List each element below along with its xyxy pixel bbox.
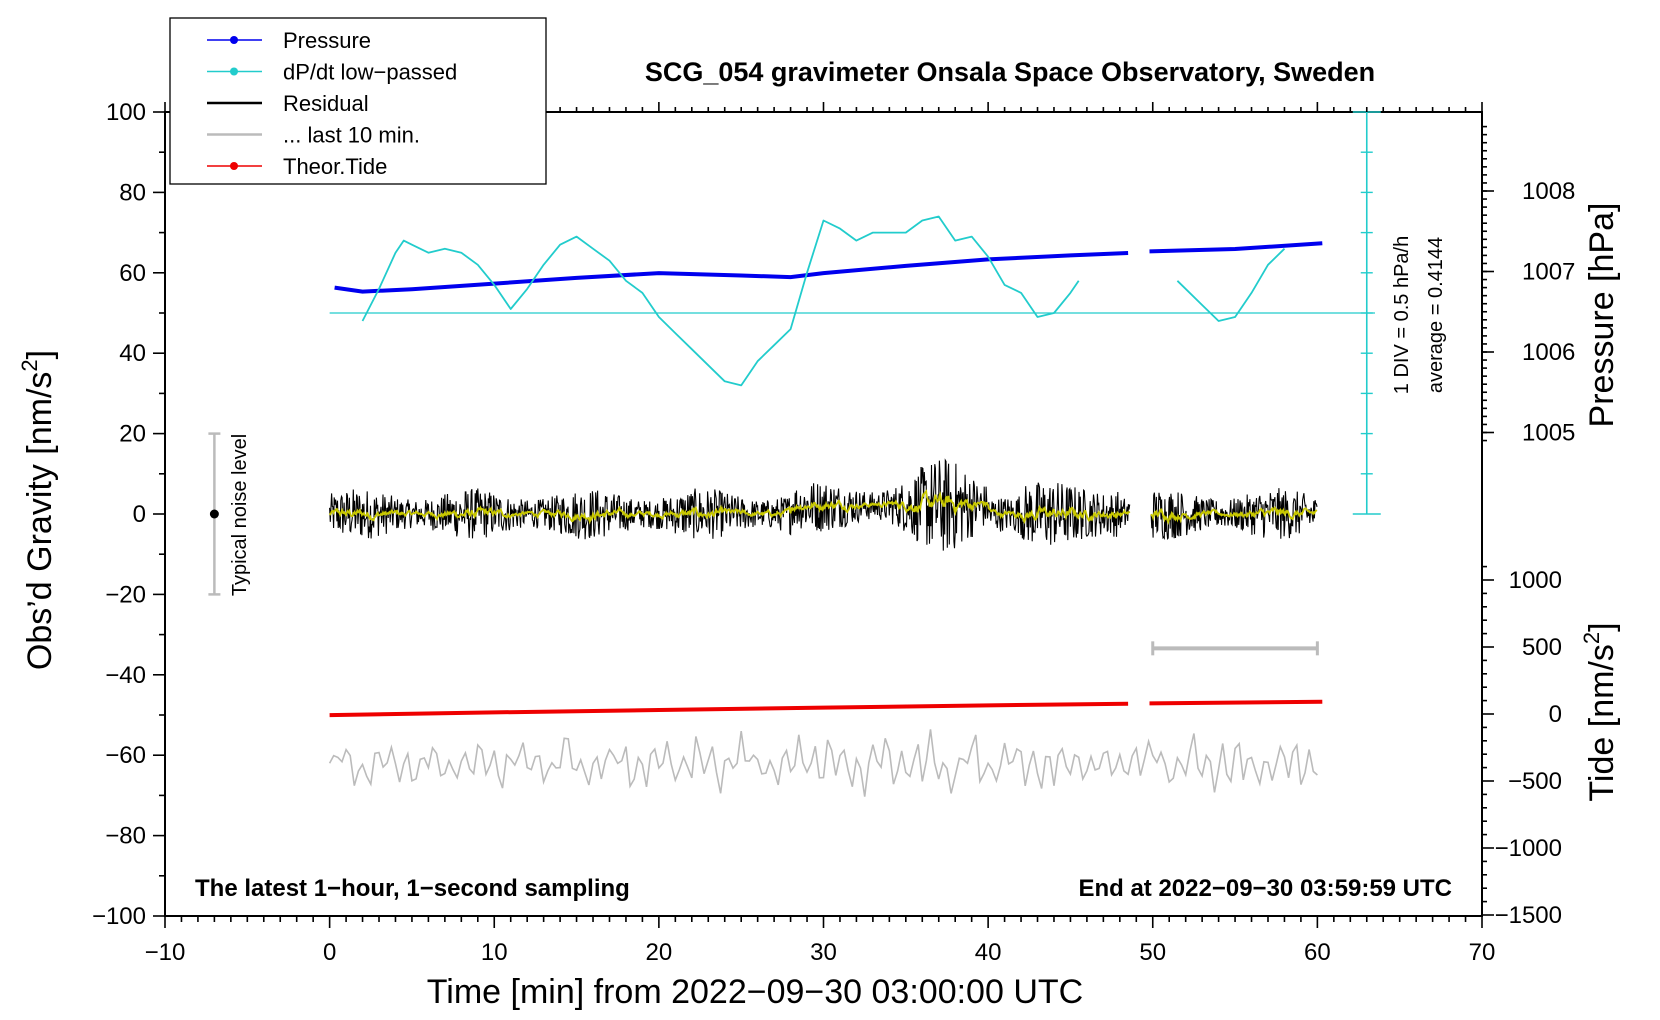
y-tick-label: 0 (133, 501, 146, 528)
legend-label: Pressure (283, 28, 371, 53)
legend-label: Residual (283, 91, 369, 116)
annotation-latest-hour: The latest 1−hour, 1−second sampling (195, 875, 630, 902)
left-axis-label-sup: 2 (17, 359, 42, 371)
residual-series (328, 458, 1318, 551)
tide-line (329, 701, 1129, 718)
residual-lowpass-line (328, 489, 1131, 525)
x-tick-label: 10 (481, 939, 508, 966)
x-axis-ticks: −10 0 10 20 30 40 50 60 70 (145, 102, 1496, 966)
x-tick-label: 40 (975, 939, 1002, 966)
legend-box (169, 17, 547, 185)
dpdt-average-label: average = 0.4144 (1425, 237, 1447, 393)
tide-axis-ticks: −1500 −1000 −500 0 500 1000 (1482, 565, 1562, 929)
x-tick-label: −10 (145, 939, 186, 966)
x-axis-label: Time [min] from 2022−09−30 03:00:00 UTC (427, 973, 1083, 1011)
tide-tick-label: 1000 (1509, 567, 1562, 594)
theor-tide-series (329, 699, 1323, 718)
noise-level-label: Typical noise level (229, 434, 251, 596)
last-10-min-line (328, 729, 1318, 797)
x-tick-label: 30 (810, 939, 837, 966)
pressure-series (334, 241, 1323, 294)
x-tick-label: 70 (1469, 939, 1496, 966)
legend: Pressure dP/dt low−passed Residual ... last… (169, 17, 547, 185)
y-tick-label: 100 (106, 99, 146, 126)
left-axis-label-close: ] (21, 350, 59, 359)
left-axis-ticks: −100 −80 −60 −40 −20 0 20 40 60 80 100 (92, 99, 165, 930)
y-tick-label: 40 (119, 340, 146, 367)
tide-tick-label: −500 (1508, 768, 1562, 795)
tide-axis-label: Tide [nm/s2] (1579, 622, 1621, 801)
tide-tick-label: 500 (1522, 634, 1562, 661)
tide-axis-label-close: ] (1583, 622, 1621, 631)
noise-level-bar (208, 432, 221, 596)
left-axis-label-text: Obs’d Gravity [nm/s (21, 372, 59, 671)
legend-marker (230, 67, 238, 76)
pressure-axis-ticks: 1005 1006 1007 1008 (1482, 125, 1575, 447)
tide-tick-label: 0 (1549, 701, 1562, 728)
last-10-min-series (328, 729, 1318, 797)
residual-line (1150, 488, 1318, 541)
tide-tick-label: −1500 (1495, 902, 1562, 929)
dpdt-series (329, 215, 1375, 387)
pressure-tick-label: 1007 (1522, 259, 1575, 286)
legend-marker (230, 162, 238, 170)
legend-marker (230, 36, 238, 44)
dpdt-line (1176, 248, 1286, 322)
legend-label: dP/dt low−passed (283, 60, 457, 85)
y-tick-label: −100 (92, 903, 146, 930)
pressure-tick-label: 1005 (1522, 420, 1575, 447)
dpdt-scale-bar (1352, 111, 1381, 515)
x-tick-label: 50 (1139, 939, 1166, 966)
tide-axis-label-sup: 2 (1579, 632, 1604, 644)
legend-label: Theor.Tide (283, 154, 387, 179)
tide-axis-label-text: Tide [nm/s (1583, 644, 1621, 801)
pressure-tick-label: 1008 (1522, 178, 1575, 205)
tide-tick-label: −1000 (1495, 835, 1562, 862)
y-tick-label: 20 (119, 421, 146, 448)
pressure-line (1149, 241, 1323, 254)
noise-center-dot (209, 509, 219, 519)
dpdt-scale-label: 1 DIV = 0.5 hPa/h (1391, 236, 1413, 394)
x-tick-label: 60 (1304, 939, 1331, 966)
legend-label: ... last 10 min. (283, 123, 420, 148)
y-tick-label: −40 (105, 662, 146, 689)
pressure-line (334, 251, 1129, 294)
residual-line (329, 458, 1131, 551)
tide-line (1149, 699, 1323, 706)
x-tick-label: 20 (646, 939, 673, 966)
annotation-end-time: End at 2022−09−30 03:59:59 UTC (1078, 875, 1452, 902)
y-tick-label: −60 (105, 742, 146, 769)
dpdt-line (361, 215, 1080, 387)
pressure-axis-label: Pressure [hPa] (1583, 203, 1621, 428)
y-tick-label: 80 (119, 179, 146, 206)
y-tick-label: −80 (105, 823, 146, 850)
y-tick-label: 60 (119, 260, 146, 287)
chart-title: SCG_054 gravimeter Onsala Space Observat… (645, 57, 1375, 87)
left-axis-label: Obs’d Gravity [nm/s2] (17, 350, 59, 670)
residual-lowpass-line (1150, 505, 1318, 525)
last-10-min-bracket (1151, 641, 1319, 656)
pressure-tick-label: 1006 (1522, 339, 1575, 366)
y-tick-label: −20 (105, 581, 146, 608)
x-tick-label: 0 (323, 939, 336, 966)
